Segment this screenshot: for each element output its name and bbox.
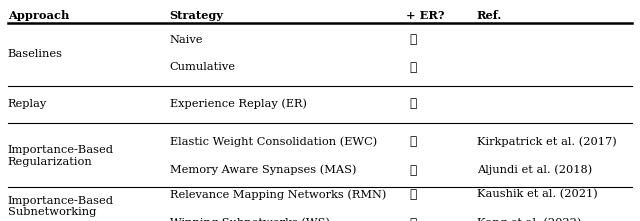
Text: Kirkpatrick et al. (2017): Kirkpatrick et al. (2017) — [477, 136, 616, 147]
Text: Baselines: Baselines — [8, 49, 63, 59]
Text: Memory Aware Synapses (MAS): Memory Aware Synapses (MAS) — [170, 165, 356, 175]
Text: Approach: Approach — [8, 10, 69, 21]
Text: Importance-Based
Regularization: Importance-Based Regularization — [8, 145, 114, 167]
Text: Strategy: Strategy — [170, 10, 223, 21]
Text: Relevance Mapping Networks (RMN): Relevance Mapping Networks (RMN) — [170, 189, 386, 200]
Text: ✓: ✓ — [410, 164, 417, 177]
Text: Experience Replay (ER): Experience Replay (ER) — [170, 99, 307, 109]
Text: Naive: Naive — [170, 35, 203, 45]
Text: Winning Subnetworks (WS): Winning Subnetworks (WS) — [170, 218, 330, 221]
Text: Kang et al. (2022): Kang et al. (2022) — [477, 218, 581, 221]
Text: Replay: Replay — [8, 99, 47, 109]
Text: ✗: ✗ — [410, 33, 417, 46]
Text: Ref.: Ref. — [477, 10, 502, 21]
Text: Cumulative: Cumulative — [170, 62, 236, 72]
Text: + ER?: + ER? — [406, 10, 445, 21]
Text: Importance-Based
Subnetworking: Importance-Based Subnetworking — [8, 196, 114, 217]
Text: Elastic Weight Consolidation (EWC): Elastic Weight Consolidation (EWC) — [170, 136, 377, 147]
Text: ✗: ✗ — [410, 61, 417, 74]
Text: Aljundi et al. (2018): Aljundi et al. (2018) — [477, 165, 592, 175]
Text: ✓: ✓ — [410, 217, 417, 221]
Text: Kaushik et al. (2021): Kaushik et al. (2021) — [477, 189, 598, 200]
Text: ✓: ✓ — [410, 188, 417, 201]
Text: ✗: ✗ — [410, 97, 417, 110]
Text: ✓: ✓ — [410, 135, 417, 148]
